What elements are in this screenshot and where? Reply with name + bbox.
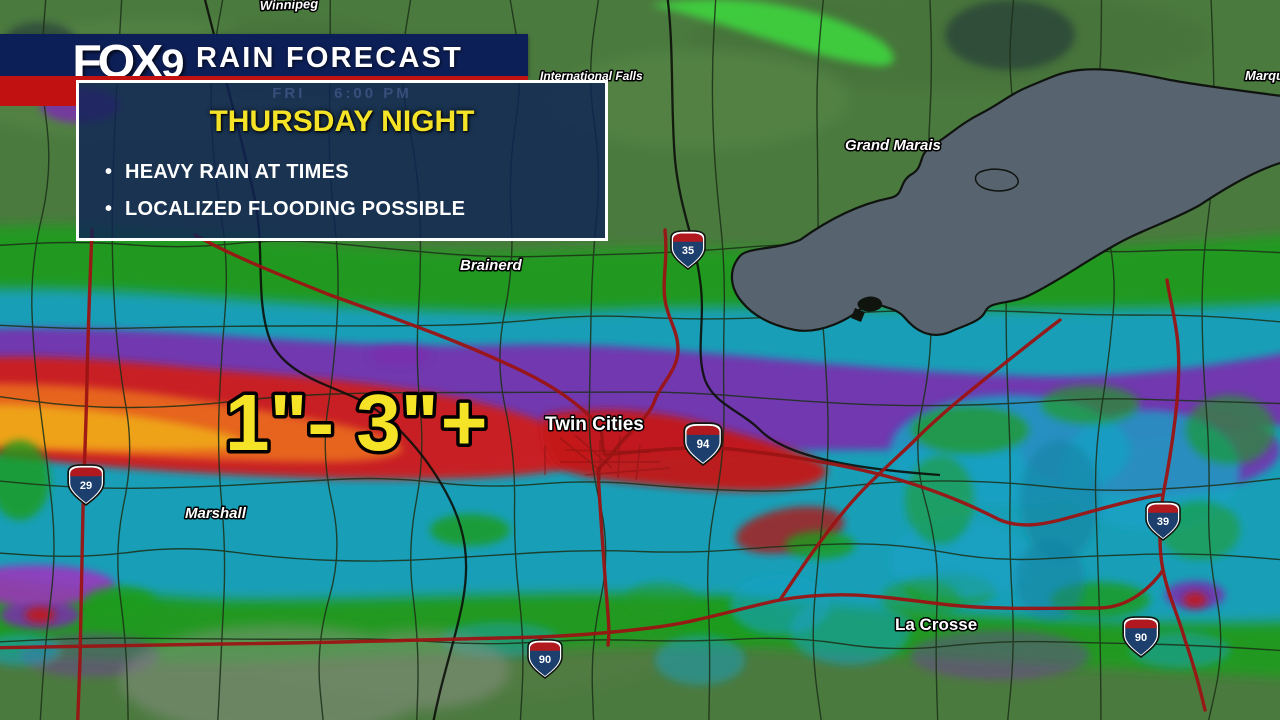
svg-text:29: 29 bbox=[80, 480, 92, 492]
svg-text:Grand Marais: Grand Marais bbox=[845, 137, 941, 154]
svg-text:90: 90 bbox=[539, 654, 551, 666]
svg-text:90: 90 bbox=[1135, 632, 1147, 644]
svg-text:La Crosse: La Crosse bbox=[895, 615, 977, 634]
svg-text:Marshall: Marshall bbox=[185, 505, 247, 522]
svg-text:39: 39 bbox=[1157, 516, 1169, 528]
svg-text:1"- 3"+: 1"- 3"+ bbox=[225, 378, 487, 467]
svg-text:35: 35 bbox=[682, 245, 694, 257]
svg-text:Winnipeg: Winnipeg bbox=[260, 0, 319, 13]
svg-text:94: 94 bbox=[697, 439, 710, 451]
svg-text:Brainerd: Brainerd bbox=[460, 257, 523, 274]
svg-text:Twin Cities: Twin Cities bbox=[545, 414, 644, 435]
svg-text:Marquette: Marquette bbox=[1245, 68, 1280, 83]
